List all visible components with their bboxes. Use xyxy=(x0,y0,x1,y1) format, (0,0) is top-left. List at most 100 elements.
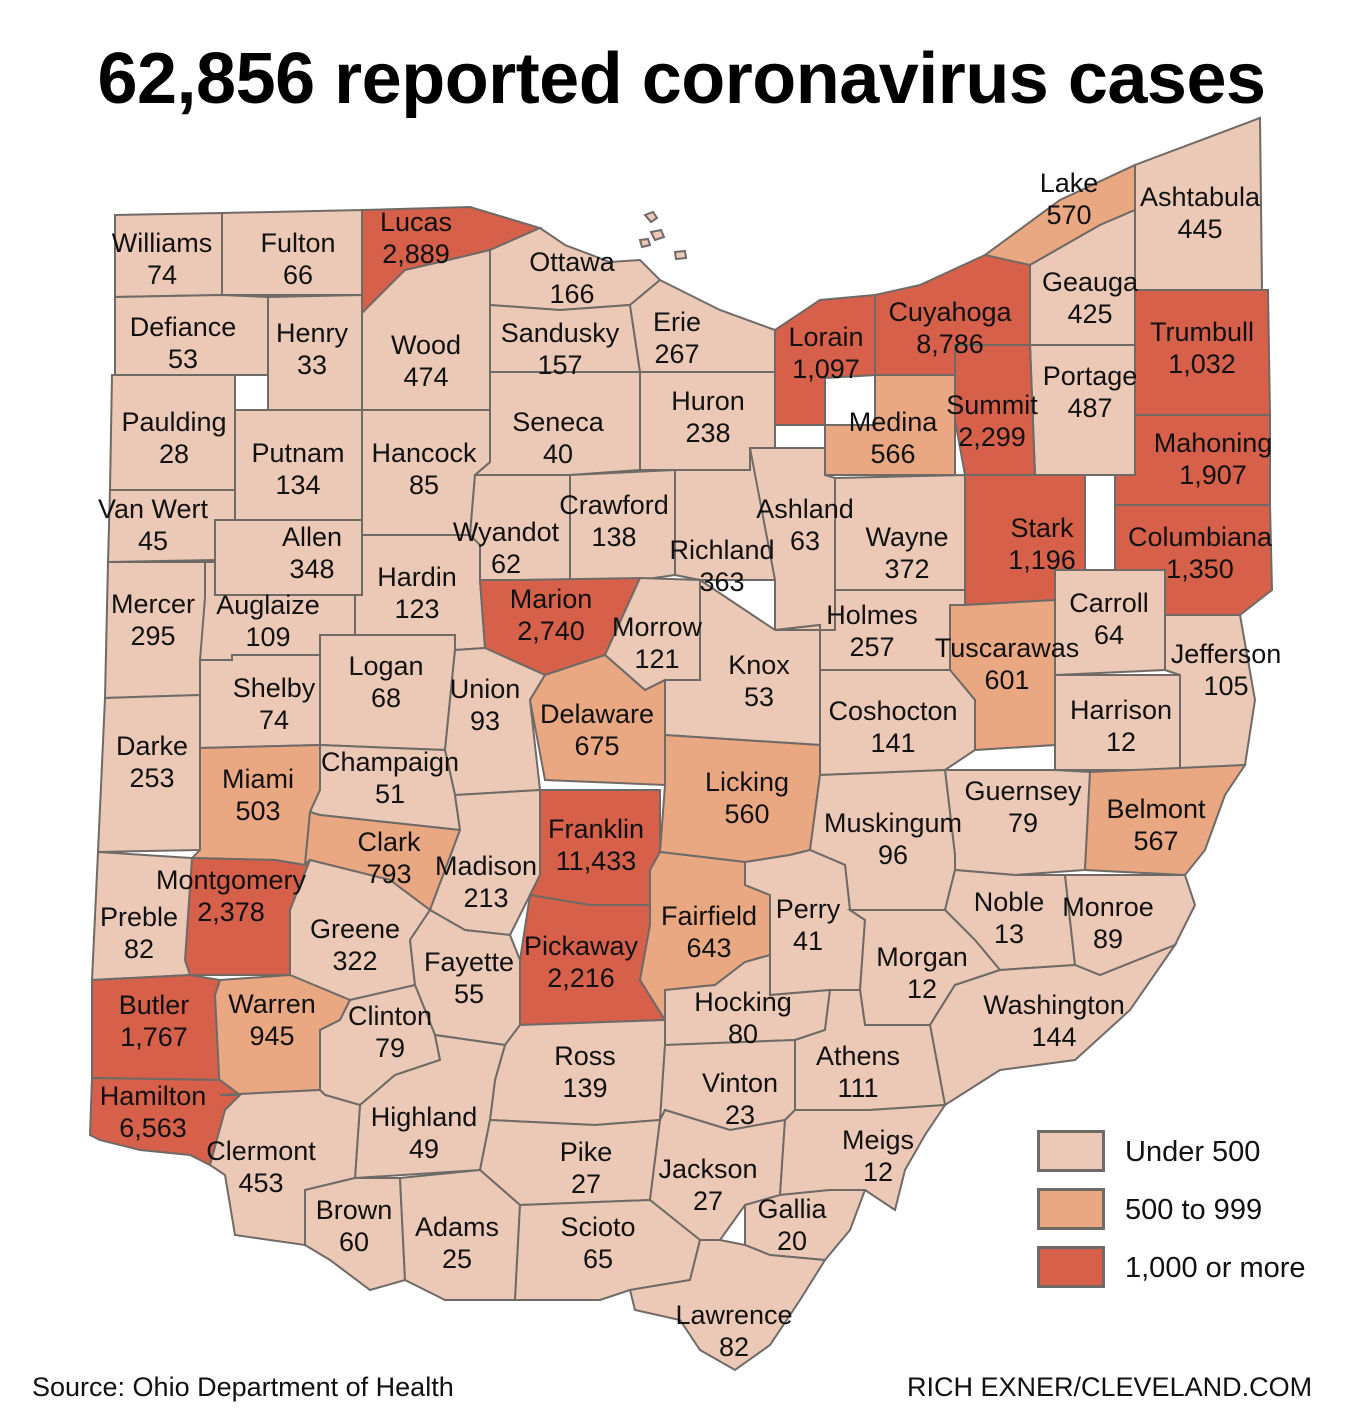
island xyxy=(638,237,652,249)
county-name-label: Monroe xyxy=(1062,892,1154,922)
county-name-label: Scioto xyxy=(560,1212,635,1242)
county-cases-label: 64 xyxy=(1094,620,1124,650)
county-cases-label: 2,216 xyxy=(547,963,615,993)
county-name-label: Fayette xyxy=(424,947,514,977)
county-cases-label: 89 xyxy=(1093,924,1123,954)
county-cases-label: 322 xyxy=(332,946,377,976)
county-cases-label: 267 xyxy=(654,339,699,369)
county-name-label: Clermont xyxy=(206,1136,316,1166)
county-cases-label: 213 xyxy=(463,883,508,913)
county-cases-label: 41 xyxy=(793,926,823,956)
county-name-label: Holmes xyxy=(826,600,918,630)
county-name-label: Marion xyxy=(510,584,593,614)
county-name-label: Wayne xyxy=(865,522,948,552)
county-name-label: Delaware xyxy=(540,699,654,729)
county-preble xyxy=(90,850,194,982)
county-cases-label: 65 xyxy=(583,1244,613,1274)
county-cases-label: 53 xyxy=(744,682,774,712)
county-cases-label: 566 xyxy=(870,439,915,469)
county-cases-label: 567 xyxy=(1133,826,1178,856)
county-cases-label: 8,786 xyxy=(916,329,984,359)
county-name-label: Pike xyxy=(560,1137,613,1167)
county-name-label: Hocking xyxy=(694,987,792,1017)
county-name-label: Williams xyxy=(112,228,213,258)
county-name-label: Sandusky xyxy=(501,318,620,348)
county-name-label: Fairfield xyxy=(661,901,757,931)
legend-label: 1,000 or more xyxy=(1125,1252,1306,1284)
county-cases-label: 139 xyxy=(562,1073,607,1103)
county-name-label: Jackson xyxy=(658,1154,757,1184)
county-name-label: Union xyxy=(450,674,521,704)
county-cases-label: 157 xyxy=(537,350,582,380)
county-name-label: Knox xyxy=(728,650,790,680)
county-name-label: Guernsey xyxy=(964,776,1082,806)
county-cases-label: 134 xyxy=(275,470,320,500)
county-name-label: Jefferson xyxy=(1171,639,1282,669)
county-name-label: Seneca xyxy=(512,407,605,437)
map-title: 62,856 reported coronavirus cases xyxy=(97,39,1266,119)
county-cases-label: 601 xyxy=(984,665,1029,695)
county-cases-label: 487 xyxy=(1067,393,1112,423)
county-cases-label: 121 xyxy=(634,644,679,674)
county-cases-label: 27 xyxy=(693,1186,723,1216)
county-name-label: Franklin xyxy=(548,814,644,844)
county-cases-label: 166 xyxy=(549,279,594,309)
county-cases-label: 79 xyxy=(1008,808,1038,838)
county-crawford xyxy=(569,468,676,581)
county-name-label: Morrow xyxy=(612,612,703,642)
county-name-label: Huron xyxy=(671,386,745,416)
county-cases-label: 2,299 xyxy=(958,422,1026,452)
county-cases-label: 348 xyxy=(289,554,334,584)
county-cases-label: 12 xyxy=(907,974,937,1004)
credit-note: RICH EXNER/CLEVELAND.COM xyxy=(907,1372,1313,1402)
county-cases-label: 109 xyxy=(245,622,290,652)
county-lawrence xyxy=(628,1239,827,1372)
county-cases-label: 111 xyxy=(837,1073,878,1103)
county-name-label: Mahoning xyxy=(1154,428,1273,458)
county-name-label: Montgomery xyxy=(156,865,307,895)
county-name-label: Defiance xyxy=(130,312,237,342)
legend-swatch xyxy=(1037,1246,1105,1288)
county-monroe xyxy=(1063,874,1197,977)
county-cases-label: 74 xyxy=(147,260,177,290)
county-name-label: Lake xyxy=(1040,168,1099,198)
county-name-label: Geauga xyxy=(1042,267,1139,297)
county-name-label: Shelby xyxy=(233,673,316,703)
county-name-label: Columbiana xyxy=(1128,522,1273,552)
county-name-label: Trumbull xyxy=(1150,317,1254,347)
county-name-label: Pickaway xyxy=(524,931,639,961)
county-name-label: Erie xyxy=(653,307,701,337)
county-name-label: Lucas xyxy=(380,207,452,237)
county-name-label: Mercer xyxy=(111,589,195,619)
county-name-label: Clinton xyxy=(348,1001,432,1031)
county-name-label: Gallia xyxy=(757,1194,827,1224)
county-cases-label: 372 xyxy=(884,554,929,584)
county-cases-label: 238 xyxy=(685,418,730,448)
county-name-label: Lorain xyxy=(788,322,863,352)
county-delaware xyxy=(528,653,666,787)
county-cases-label: 560 xyxy=(724,799,769,829)
county-cases-label: 1,097 xyxy=(792,354,860,384)
county-name-label: Champaign xyxy=(321,747,459,777)
county-cases-label: 105 xyxy=(1203,671,1248,701)
county-name-label: Miami xyxy=(222,764,294,794)
county-name-label: Harrison xyxy=(1070,695,1172,725)
county-cases-label: 60 xyxy=(339,1227,369,1257)
county-name-label: Crawford xyxy=(559,490,669,520)
county-name-label: Licking xyxy=(705,767,789,797)
county-cases-label: 12 xyxy=(1106,727,1136,757)
county-cases-label: 1,350 xyxy=(1166,554,1234,584)
county-cases-label: 63 xyxy=(790,526,820,556)
county-name-label: Cuyahoga xyxy=(888,297,1012,327)
county-cases-label: 425 xyxy=(1067,299,1112,329)
island xyxy=(643,210,659,224)
county-cases-label: 363 xyxy=(699,567,744,597)
island xyxy=(673,249,688,261)
county-cases-label: 2,889 xyxy=(382,239,450,269)
county-cases-label: 138 xyxy=(591,522,636,552)
county-name-label: Athens xyxy=(816,1041,900,1071)
island xyxy=(649,228,666,242)
county-cases-label: 82 xyxy=(124,934,154,964)
